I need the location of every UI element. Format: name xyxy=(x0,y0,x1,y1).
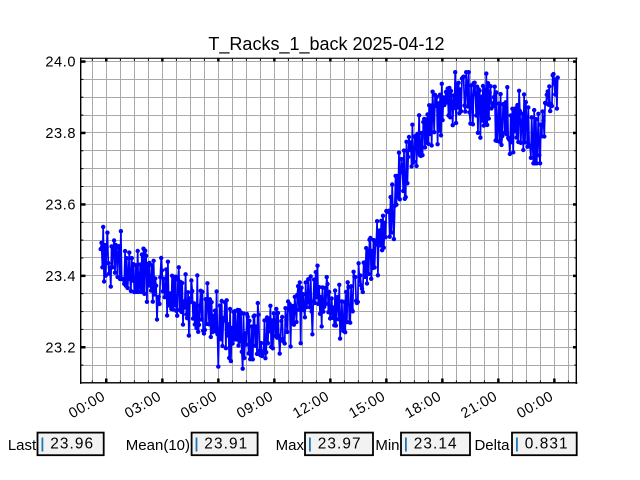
svg-text:Max: Max xyxy=(276,437,305,454)
svg-text:Delta: Delta xyxy=(474,437,510,454)
svg-text:23.6: 23.6 xyxy=(45,197,76,213)
svg-text:23.96: 23.96 xyxy=(50,436,94,453)
svg-text:23.2: 23.2 xyxy=(45,340,76,356)
svg-text:23.8: 23.8 xyxy=(45,126,76,142)
svg-text:T_Racks_1_back 2025-04-12: T_Racks_1_back 2025-04-12 xyxy=(208,34,444,55)
svg-text:24.0: 24.0 xyxy=(45,55,76,71)
svg-text:Last: Last xyxy=(8,437,37,454)
svg-text:Min: Min xyxy=(375,437,399,454)
svg-text:Mean(10): Mean(10) xyxy=(126,437,190,454)
svg-text:23.14: 23.14 xyxy=(414,436,458,453)
svg-text:23.97: 23.97 xyxy=(318,436,362,453)
svg-text:23.4: 23.4 xyxy=(45,269,76,285)
svg-text:23.91: 23.91 xyxy=(204,436,248,453)
svg-text:0.831: 0.831 xyxy=(525,436,569,453)
